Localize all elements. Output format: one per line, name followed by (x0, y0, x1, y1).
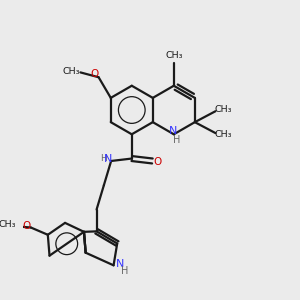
Text: O: O (153, 158, 161, 167)
Text: CH₃: CH₃ (215, 105, 232, 114)
Text: H: H (100, 154, 107, 163)
Text: O: O (23, 221, 31, 231)
Text: H: H (122, 266, 129, 276)
Text: CH₃: CH₃ (63, 67, 80, 76)
Text: N: N (104, 154, 112, 164)
Text: CH₃: CH₃ (0, 220, 16, 230)
Text: H: H (173, 135, 180, 145)
Text: CH₃: CH₃ (165, 51, 183, 60)
Text: CH₃: CH₃ (215, 130, 232, 139)
Text: O: O (90, 70, 98, 80)
Text: N: N (116, 259, 125, 269)
Text: N: N (169, 126, 177, 136)
